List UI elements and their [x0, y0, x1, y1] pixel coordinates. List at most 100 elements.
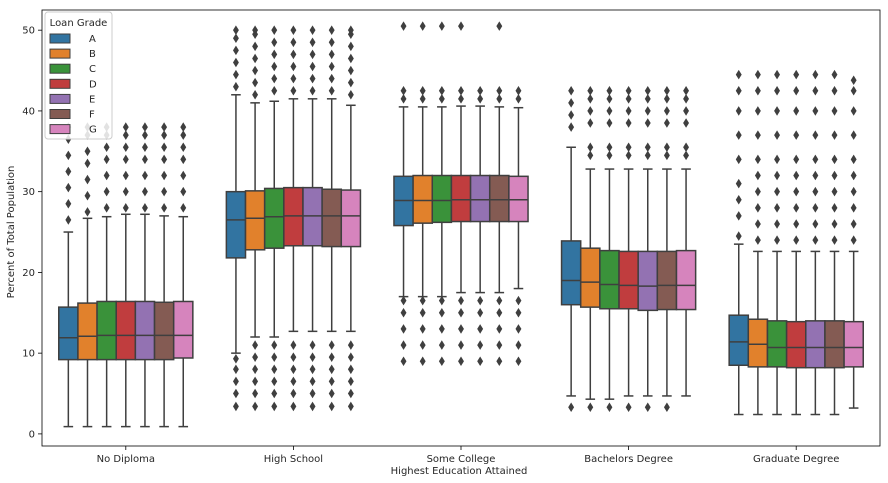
outlier-point: [290, 388, 297, 399]
outlier-point: [438, 324, 445, 334]
box-c: [263, 187, 285, 249]
outlier-point: [735, 85, 742, 96]
outlier-point: [328, 49, 335, 60]
outlier-point: [831, 170, 838, 181]
outlier-point: [793, 170, 800, 181]
outlier-point: [103, 154, 110, 165]
outlier-point: [754, 219, 761, 229]
outlier-point: [793, 235, 800, 245]
outlier-point: [458, 340, 464, 350]
outlier-point: [347, 90, 354, 100]
outlier-point: [252, 41, 259, 52]
box-f: [824, 320, 845, 369]
outlier-point: [496, 94, 503, 104]
box-g: [508, 175, 529, 223]
outlier-point: [232, 364, 239, 375]
outlier-point: [122, 203, 129, 213]
outlier-point: [477, 94, 484, 104]
outlier-point: [142, 122, 148, 132]
outlier-point: [568, 402, 575, 413]
outlier-point: [644, 106, 651, 116]
outlier-point: [122, 122, 129, 132]
box-b: [579, 247, 601, 308]
outlier-point: [831, 235, 838, 245]
outlier-point: [84, 207, 91, 217]
box-g: [340, 189, 362, 248]
outlier-point: [515, 295, 522, 306]
outlier-point: [793, 203, 800, 213]
outlier-point: [232, 57, 239, 68]
outlier-point: [683, 150, 690, 161]
outlier-point: [252, 65, 259, 76]
outlier-point: [735, 130, 742, 140]
outlier-point: [663, 118, 670, 128]
outlier-point: [793, 69, 800, 80]
outlier-point: [328, 340, 335, 350]
outlier-point: [496, 21, 503, 31]
outlier-point: [683, 106, 690, 116]
outlier-point: [754, 235, 761, 245]
outlier-point: [419, 21, 426, 31]
outlier-point: [831, 186, 838, 197]
outlier-point: [328, 73, 335, 84]
outlier-point: [515, 308, 522, 318]
legend-title: Loan Grade: [50, 18, 108, 29]
outlier-point: [735, 231, 742, 241]
x-tick-label: No Diploma: [97, 454, 155, 465]
outlier-point: [774, 170, 780, 181]
outlier-point: [419, 356, 426, 366]
outlier-point: [328, 25, 335, 35]
outlier-point: [663, 150, 670, 161]
outlier-point: [850, 186, 857, 197]
outlier-point: [438, 308, 445, 318]
outlier-point: [65, 215, 72, 225]
outlier-point: [477, 340, 484, 350]
outlier-point: [568, 110, 575, 120]
outlier-point: [252, 352, 259, 362]
outlier-point: [347, 65, 354, 76]
box-e: [302, 186, 323, 247]
legend-frame: [44, 11, 113, 140]
outlier-point: [683, 118, 690, 128]
outlier-point: [142, 154, 148, 165]
outlier-point: [458, 85, 464, 96]
outlier-point: [84, 174, 91, 185]
outlier-point: [309, 25, 316, 35]
outlier-point: [419, 94, 426, 104]
outlier-point: [347, 352, 354, 362]
outlier-point: [122, 130, 129, 140]
outlier-point: [232, 69, 239, 80]
box-d: [618, 250, 639, 310]
outlier-point: [161, 130, 168, 140]
outlier-point: [850, 219, 857, 229]
outlier-point: [477, 308, 484, 318]
outlier-point: [663, 106, 670, 116]
box-f: [153, 301, 175, 361]
outlier-point: [400, 85, 407, 96]
outlier-point: [793, 154, 800, 165]
outlier-point: [587, 106, 594, 116]
outlier-point: [812, 170, 819, 181]
outlier-point: [587, 150, 594, 161]
outlier-point: [625, 150, 632, 161]
outlier-point: [419, 295, 426, 306]
outlier-point: [812, 203, 819, 213]
box-e: [469, 174, 491, 223]
outlier-point: [180, 203, 187, 213]
outlier-point: [271, 37, 278, 48]
outlier-point: [347, 388, 354, 399]
box-c: [766, 320, 788, 368]
box-e: [637, 250, 659, 312]
outlier-point: [65, 182, 72, 193]
outlier-point: [754, 154, 761, 165]
outlier-point: [735, 194, 742, 205]
outlier-point: [568, 85, 575, 96]
box-b: [747, 318, 769, 368]
outlier-point: [180, 186, 187, 197]
outlier-point: [290, 37, 297, 48]
outlier-point: [606, 142, 613, 153]
outlier-point: [515, 356, 522, 366]
outlier-point: [232, 388, 239, 399]
outlier-point: [663, 402, 670, 413]
outlier-point: [180, 122, 187, 132]
